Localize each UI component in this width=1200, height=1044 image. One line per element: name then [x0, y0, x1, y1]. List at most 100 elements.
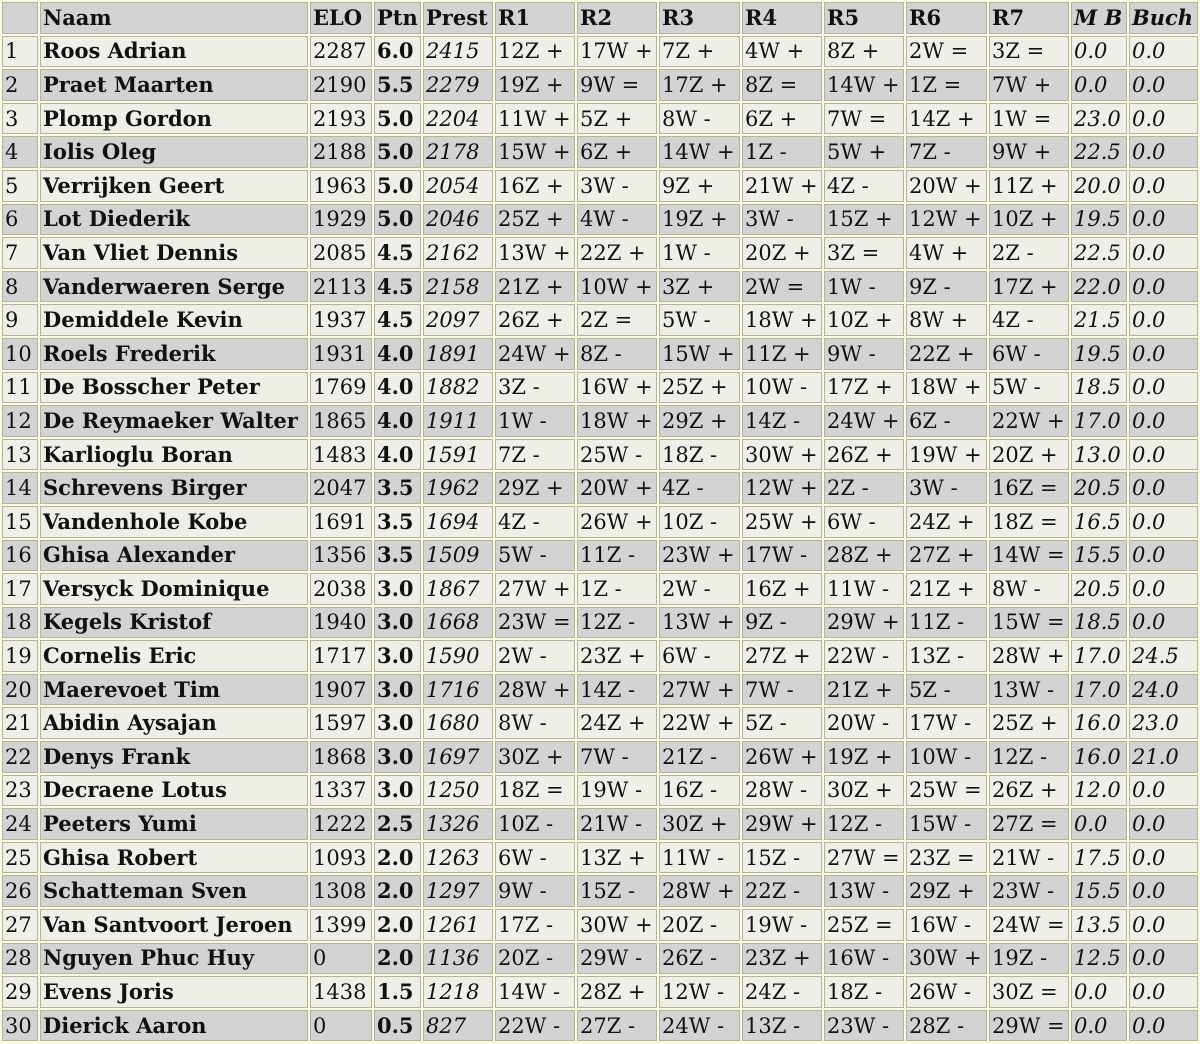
table-cell: 1694	[423, 505, 493, 538]
table-cell: 2W -	[659, 573, 740, 605]
table-cell: 2054	[423, 169, 493, 202]
table-cell: 0	[310, 942, 372, 975]
table-cell: 24Z +	[906, 505, 987, 538]
table-cell: 10Z +	[824, 304, 904, 336]
table-cell: 1136	[423, 942, 493, 975]
table-cell: 5.0	[374, 102, 421, 135]
table-cell: 1591	[423, 438, 493, 471]
table-cell: 12Z +	[495, 35, 575, 68]
table-cell: 22Z +	[906, 337, 987, 370]
table-cell: 26W +	[742, 741, 822, 773]
table-cell: 19W -	[577, 774, 657, 807]
table-cell: 18Z -	[824, 976, 904, 1008]
table-cell: 29Z +	[495, 472, 575, 504]
table-cell: 13W -	[989, 673, 1069, 706]
table-cell: 13W +	[659, 606, 740, 639]
table-cell: 0.0	[1129, 237, 1198, 269]
table-cell: 3.5	[374, 472, 421, 504]
table-cell: Decraene Lotus	[40, 774, 308, 807]
table-cell: 29Z +	[659, 405, 740, 437]
table-cell: 20.0	[1071, 169, 1127, 202]
table-cell: 0.0	[1129, 203, 1198, 236]
table-cell: 17Z +	[989, 270, 1069, 303]
table-cell: 2287	[310, 35, 372, 68]
table-cell: 5W -	[989, 371, 1069, 404]
table-cell: 17W -	[906, 707, 987, 740]
table-cell: 1865	[310, 405, 372, 437]
table-cell: 7	[2, 237, 38, 269]
table-cell: Peeters Yumi	[40, 808, 308, 840]
table-cell: 3	[2, 102, 38, 135]
table-cell: 19W +	[906, 438, 987, 471]
table-cell: 14Z -	[742, 405, 822, 437]
table-row: 14 Schrevens Birger 2047 3.5 1962 29Z +20W +4…	[2, 472, 1198, 504]
table-cell: 26Z +	[989, 774, 1069, 807]
table-cell: 27Z =	[989, 808, 1069, 840]
table-cell: Vandenhole Kobe	[40, 505, 308, 538]
table-cell: 21W -	[577, 808, 657, 840]
table-cell: 22Z -	[742, 875, 822, 908]
table-cell: 26Z +	[824, 438, 904, 471]
table-cell: Karlioglu Boran	[40, 438, 308, 471]
table-cell: 4Z -	[495, 505, 575, 538]
table-cell: 0.0	[1129, 875, 1198, 908]
table-cell: 0.0	[1129, 909, 1198, 941]
table-cell: 13W +	[495, 237, 575, 269]
table-cell: 14W -	[495, 976, 575, 1008]
table-cell: 1222	[310, 808, 372, 840]
table-cell: 30W +	[906, 942, 987, 975]
table-cell: 29Z +	[906, 875, 987, 908]
table-cell: 18Z =	[495, 774, 575, 807]
table-cell: 3.0	[374, 741, 421, 773]
table-cell: 1263	[423, 841, 493, 874]
table-cell: 17.0	[1071, 673, 1127, 706]
table-cell: 30Z +	[824, 774, 904, 807]
table-cell: Kegels Kristof	[40, 606, 308, 639]
table-row: 12 De Reymaeker Walter 1865 4.0 1911 1W -18W …	[2, 405, 1198, 437]
table-cell: 15W +	[659, 337, 740, 370]
table-cell: 1W -	[824, 270, 904, 303]
table-cell: 29W -	[577, 942, 657, 975]
table-cell: 2279	[423, 69, 493, 101]
table-cell: 0.0	[1129, 841, 1198, 874]
table-cell: 30Z +	[659, 808, 740, 840]
table-cell: 1250	[423, 774, 493, 807]
table-cell: Verrijken Geert	[40, 169, 308, 202]
table-cell: 22.0	[1071, 270, 1127, 303]
table-cell: 4.0	[374, 438, 421, 471]
table-cell: 6.0	[374, 35, 421, 68]
table-cell: 20W +	[906, 169, 987, 202]
table-cell: 1W =	[989, 102, 1069, 135]
table-cell: 12W -	[659, 976, 740, 1008]
table-row: 25 Ghisa Robert 1093 2.0 1263 6W -13Z +11W -1…	[2, 841, 1198, 874]
table-cell: 1	[2, 35, 38, 68]
table-cell: 14W +	[659, 136, 740, 168]
table-row: 6 Lot Diederik 1929 5.0 2046 25Z +4W -19Z +3W…	[2, 203, 1198, 236]
table-cell: 26W -	[906, 976, 987, 1008]
table-cell: 1907	[310, 673, 372, 706]
table-cell: 17.0	[1071, 405, 1127, 437]
table-cell: 5W -	[659, 304, 740, 336]
table-cell: 0.0	[1071, 35, 1127, 68]
table-row: 20 Maerevoet Tim 1907 3.0 1716 28W +14Z -27W …	[2, 673, 1198, 706]
table-cell: 6Z +	[577, 136, 657, 168]
table-cell: 1261	[423, 909, 493, 941]
header-cell: R5	[824, 2, 904, 34]
table-cell: 18Z =	[989, 505, 1069, 538]
table-cell: 18.5	[1071, 606, 1127, 639]
table-cell: 17.5	[1071, 841, 1127, 874]
table-cell: 14Z +	[906, 102, 987, 135]
table-cell: 9W +	[989, 136, 1069, 168]
table-cell: 3.0	[374, 573, 421, 605]
table-cell: 26	[2, 875, 38, 908]
table-cell: 12	[2, 405, 38, 437]
table-cell: 1509	[423, 539, 493, 572]
table-cell: 21.0	[1129, 741, 1198, 773]
table-cell: 2162	[423, 237, 493, 269]
table-cell: 19.5	[1071, 203, 1127, 236]
table-cell: 0.0	[1129, 337, 1198, 370]
table-cell: 28Z +	[577, 976, 657, 1008]
header-cell: Buch	[1129, 2, 1198, 34]
table-cell: 3.0	[374, 774, 421, 807]
table-cell: 8Z =	[742, 69, 822, 101]
